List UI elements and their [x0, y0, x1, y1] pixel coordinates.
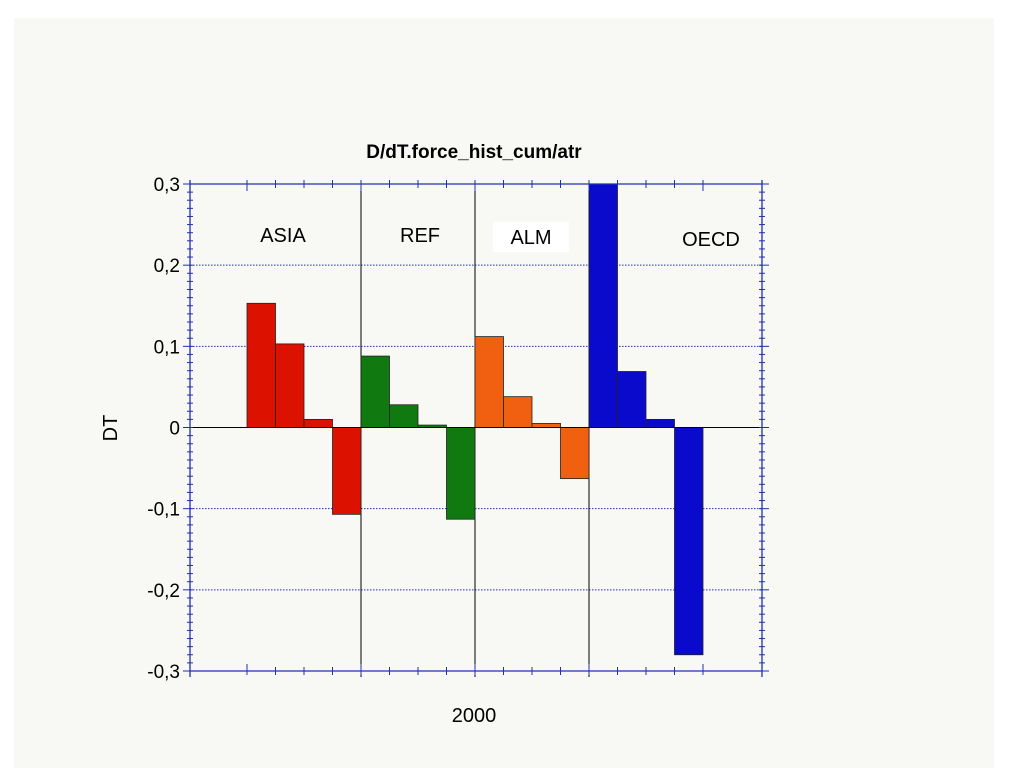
bar: [674, 427, 704, 656]
group-label: REF: [400, 225, 440, 247]
bar: [560, 427, 590, 480]
bars-layer: [246, 183, 704, 656]
bar: [531, 423, 561, 428]
x-axis-label: 2000: [452, 705, 497, 727]
group-label: ASIA: [260, 225, 306, 247]
y-tick-label: -0,2: [147, 581, 180, 602]
y-tick-label: 0,1: [154, 337, 180, 358]
bar: [503, 396, 533, 428]
bar: [617, 371, 647, 428]
bar: [246, 302, 276, 428]
bar: [645, 418, 675, 428]
bar: [360, 355, 390, 428]
bar: [275, 343, 305, 428]
axes-layer: [183, 180, 769, 677]
bar: [446, 427, 476, 520]
bar: [474, 336, 504, 428]
bar: [303, 418, 333, 428]
y-tick-label: -0,3: [147, 662, 180, 683]
chart-title: D/dT.force_hist_cum/atr: [366, 142, 582, 163]
y-axis-label: DT: [100, 415, 122, 442]
y-tick-label: 0: [169, 419, 180, 440]
group-label-box: [493, 222, 569, 252]
y-tick-label: 0,3: [154, 175, 180, 196]
bar: [389, 404, 419, 428]
bar: [588, 183, 618, 428]
y-tick-label: -0,1: [147, 500, 180, 521]
group-label: ALM: [510, 227, 551, 249]
labels-layer: 0,3 0,2 0,1 0 -0,1 -0,2 -0,3 ASIA REF ALM OECD: [147, 175, 740, 683]
bar: [332, 427, 362, 515]
chart-panel: [14, 18, 994, 768]
y-tick-label: 0,2: [154, 256, 180, 277]
group-label: OECD: [682, 229, 740, 251]
